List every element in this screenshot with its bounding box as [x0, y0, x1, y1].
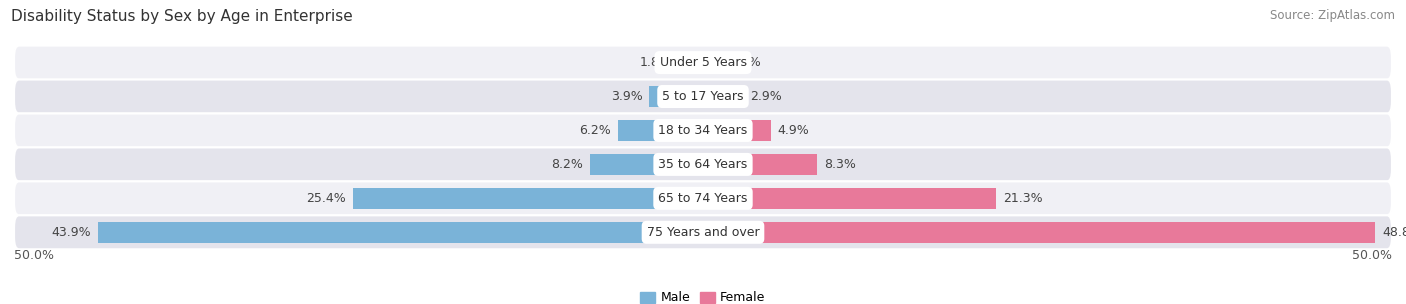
Bar: [650, 86, 703, 107]
Text: 50.0%: 50.0%: [1353, 249, 1392, 262]
Text: 5 to 17 Years: 5 to 17 Years: [662, 90, 744, 103]
Text: 8.3%: 8.3%: [824, 158, 856, 171]
Text: 35 to 64 Years: 35 to 64 Years: [658, 158, 748, 171]
Text: 1.4%: 1.4%: [730, 56, 761, 69]
FancyBboxPatch shape: [14, 147, 1392, 181]
FancyBboxPatch shape: [14, 181, 1392, 215]
Text: Under 5 Years: Under 5 Years: [659, 56, 747, 69]
FancyBboxPatch shape: [14, 113, 1392, 147]
Text: 75 Years and over: 75 Years and over: [647, 226, 759, 239]
Bar: [591, 154, 703, 175]
Text: 4.9%: 4.9%: [778, 124, 810, 137]
Bar: [703, 120, 770, 141]
Text: 50.0%: 50.0%: [14, 249, 53, 262]
Text: 3.9%: 3.9%: [610, 90, 643, 103]
Legend: Male, Female: Male, Female: [637, 288, 769, 304]
Bar: [703, 52, 723, 73]
Text: 25.4%: 25.4%: [307, 192, 346, 205]
Bar: [353, 188, 703, 209]
Text: 65 to 74 Years: 65 to 74 Years: [658, 192, 748, 205]
Bar: [98, 222, 703, 243]
Text: 43.9%: 43.9%: [52, 226, 91, 239]
Text: 1.8%: 1.8%: [640, 56, 671, 69]
Text: 8.2%: 8.2%: [551, 158, 583, 171]
Text: Disability Status by Sex by Age in Enterprise: Disability Status by Sex by Age in Enter…: [11, 9, 353, 24]
FancyBboxPatch shape: [14, 215, 1392, 249]
Bar: [703, 188, 997, 209]
Text: 2.9%: 2.9%: [749, 90, 782, 103]
Bar: [703, 86, 742, 107]
Bar: [703, 154, 817, 175]
Text: Source: ZipAtlas.com: Source: ZipAtlas.com: [1270, 9, 1395, 22]
Bar: [678, 52, 703, 73]
FancyBboxPatch shape: [14, 46, 1392, 80]
Text: 6.2%: 6.2%: [579, 124, 610, 137]
FancyBboxPatch shape: [14, 80, 1392, 113]
Text: 21.3%: 21.3%: [1004, 192, 1043, 205]
Bar: [703, 222, 1375, 243]
Bar: [617, 120, 703, 141]
Text: 18 to 34 Years: 18 to 34 Years: [658, 124, 748, 137]
Text: 48.8%: 48.8%: [1382, 226, 1406, 239]
